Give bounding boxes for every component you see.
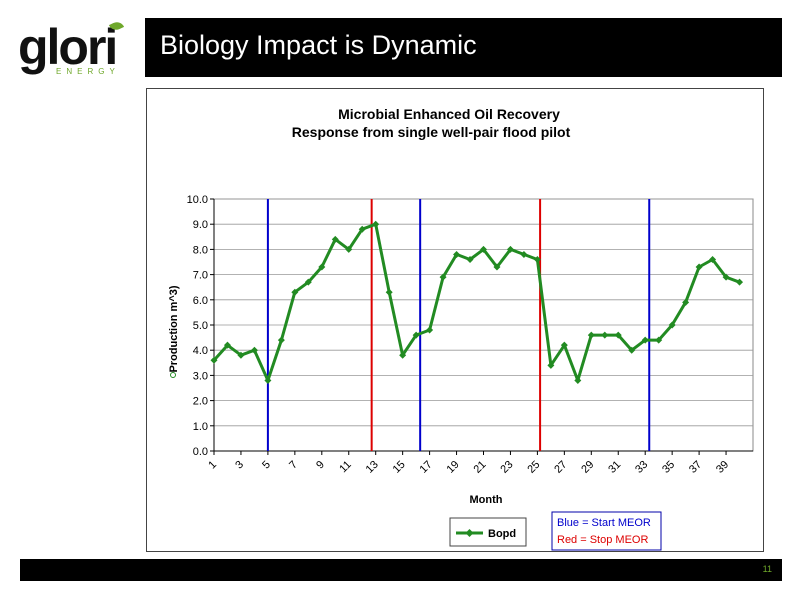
bopd-series <box>210 220 744 384</box>
data-point <box>641 336 649 344</box>
x-tick-label: 21 <box>471 459 488 476</box>
logo-wordmark: glori <box>18 19 118 75</box>
x-tick-label: 23 <box>498 459 515 476</box>
data-point <box>628 346 636 354</box>
data-point <box>223 341 231 349</box>
data-point <box>237 351 245 359</box>
data-point <box>695 263 703 271</box>
data-point <box>318 263 326 271</box>
y-tick-label: 2.0 <box>193 396 208 408</box>
x-tick-label: 15 <box>391 459 408 476</box>
data-point <box>520 250 528 258</box>
legend-marker <box>465 529 474 537</box>
data-point <box>426 326 434 334</box>
y-tick-label: 1.0 <box>193 421 208 433</box>
x-tick-label: 5 <box>260 459 273 472</box>
x-tick-label: 17 <box>418 459 435 476</box>
data-point <box>574 376 582 384</box>
data-point <box>358 225 366 233</box>
data-point <box>385 288 393 296</box>
data-point <box>412 331 420 339</box>
data-point <box>601 331 609 339</box>
data-point <box>210 356 218 364</box>
x-tick-label: 25 <box>525 459 542 476</box>
title-bar: Biology Impact is Dynamic <box>145 18 782 77</box>
y-tick-label: 3.0 <box>193 370 208 382</box>
x-tick-label: 19 <box>445 459 462 476</box>
data-point <box>372 220 380 228</box>
data-point <box>345 245 353 253</box>
y-tick-label: 0.0 <box>193 446 208 458</box>
meor-note-box <box>551 511 662 551</box>
meor-note: Blue = Start MEOR Red = Stop MEOR <box>551 511 662 551</box>
x-tick-label: 1 <box>206 459 219 472</box>
x-tick-label: 31 <box>606 459 623 476</box>
data-point <box>614 331 622 339</box>
x-tick-label: 3 <box>233 459 246 472</box>
y-tick-label: 8.0 <box>193 244 208 256</box>
data-point <box>560 341 568 349</box>
production-chart: Microbial Enhanced Oil Recovery Response… <box>168 106 754 551</box>
legend-label: Bopd <box>488 528 516 540</box>
start-meor-note: Blue = Start MEOR <box>557 517 651 529</box>
data-point <box>439 273 447 281</box>
x-tick-label: 37 <box>687 459 704 476</box>
x-tick-label: 11 <box>337 459 354 476</box>
data-point <box>587 331 595 339</box>
data-point <box>480 245 487 253</box>
data-point <box>304 278 312 286</box>
data-point <box>682 298 690 306</box>
y-tick-label: 4.0 <box>193 345 208 357</box>
glori-energy-logo: glori ENERGY <box>18 19 128 80</box>
slide-title: Biology Impact is Dynamic <box>160 30 477 60</box>
x-tick-label: 29 <box>579 459 596 476</box>
y-tick-label: 7.0 <box>193 270 208 282</box>
data-point <box>722 273 730 281</box>
page-number: 11 <box>762 564 772 574</box>
x-tick-label: 7 <box>287 459 300 472</box>
y-tick-label: 9.0 <box>193 219 208 231</box>
footer-bar: 11 <box>20 559 782 581</box>
series-line <box>212 222 741 382</box>
data-point <box>331 235 339 243</box>
data-point <box>736 278 744 286</box>
x-tick-label: 9 <box>314 459 327 472</box>
data-point <box>453 250 461 258</box>
y-axis-title: Production m^3) <box>168 285 180 372</box>
data-point <box>264 376 272 384</box>
data-point <box>533 255 541 263</box>
x-tick-label: 39 <box>714 459 731 476</box>
y-tick-label: 10.0 <box>187 194 208 206</box>
data-point <box>493 263 501 271</box>
x-tick-label: 33 <box>633 459 650 476</box>
x-tick-label: 35 <box>660 459 677 476</box>
data-point <box>250 346 258 354</box>
y-tick-label: 6.0 <box>193 295 208 307</box>
chart-frame: Microbial Enhanced Oil Recovery Response… <box>146 88 764 552</box>
y-axis-title-marker <box>170 372 176 378</box>
x-tick-label: 13 <box>364 459 381 476</box>
stop-meor-note: Red = Stop MEOR <box>557 534 648 546</box>
logo-subtitle: ENERGY <box>56 67 120 76</box>
data-point <box>277 336 285 344</box>
meor-marker-lines <box>266 199 651 451</box>
x-axis-title: Month <box>470 494 503 506</box>
data-point <box>399 351 407 359</box>
x-tick-label: 27 <box>552 459 569 476</box>
gridlines <box>213 198 754 452</box>
chart-title-line1: Microbial Enhanced Oil Recovery <box>338 106 560 122</box>
chart-title-line2: Response from single well-pair flood pil… <box>292 124 571 140</box>
legend: Bopd <box>449 517 527 547</box>
data-point <box>655 336 663 344</box>
data-point <box>291 288 299 296</box>
data-point <box>668 321 676 329</box>
data-point <box>547 361 555 369</box>
data-point <box>506 245 514 253</box>
y-tick-label: 5.0 <box>193 320 208 332</box>
axes: 0.01.02.03.04.05.06.07.08.09.010.01 3 5 7 9 1… <box>187 194 753 476</box>
